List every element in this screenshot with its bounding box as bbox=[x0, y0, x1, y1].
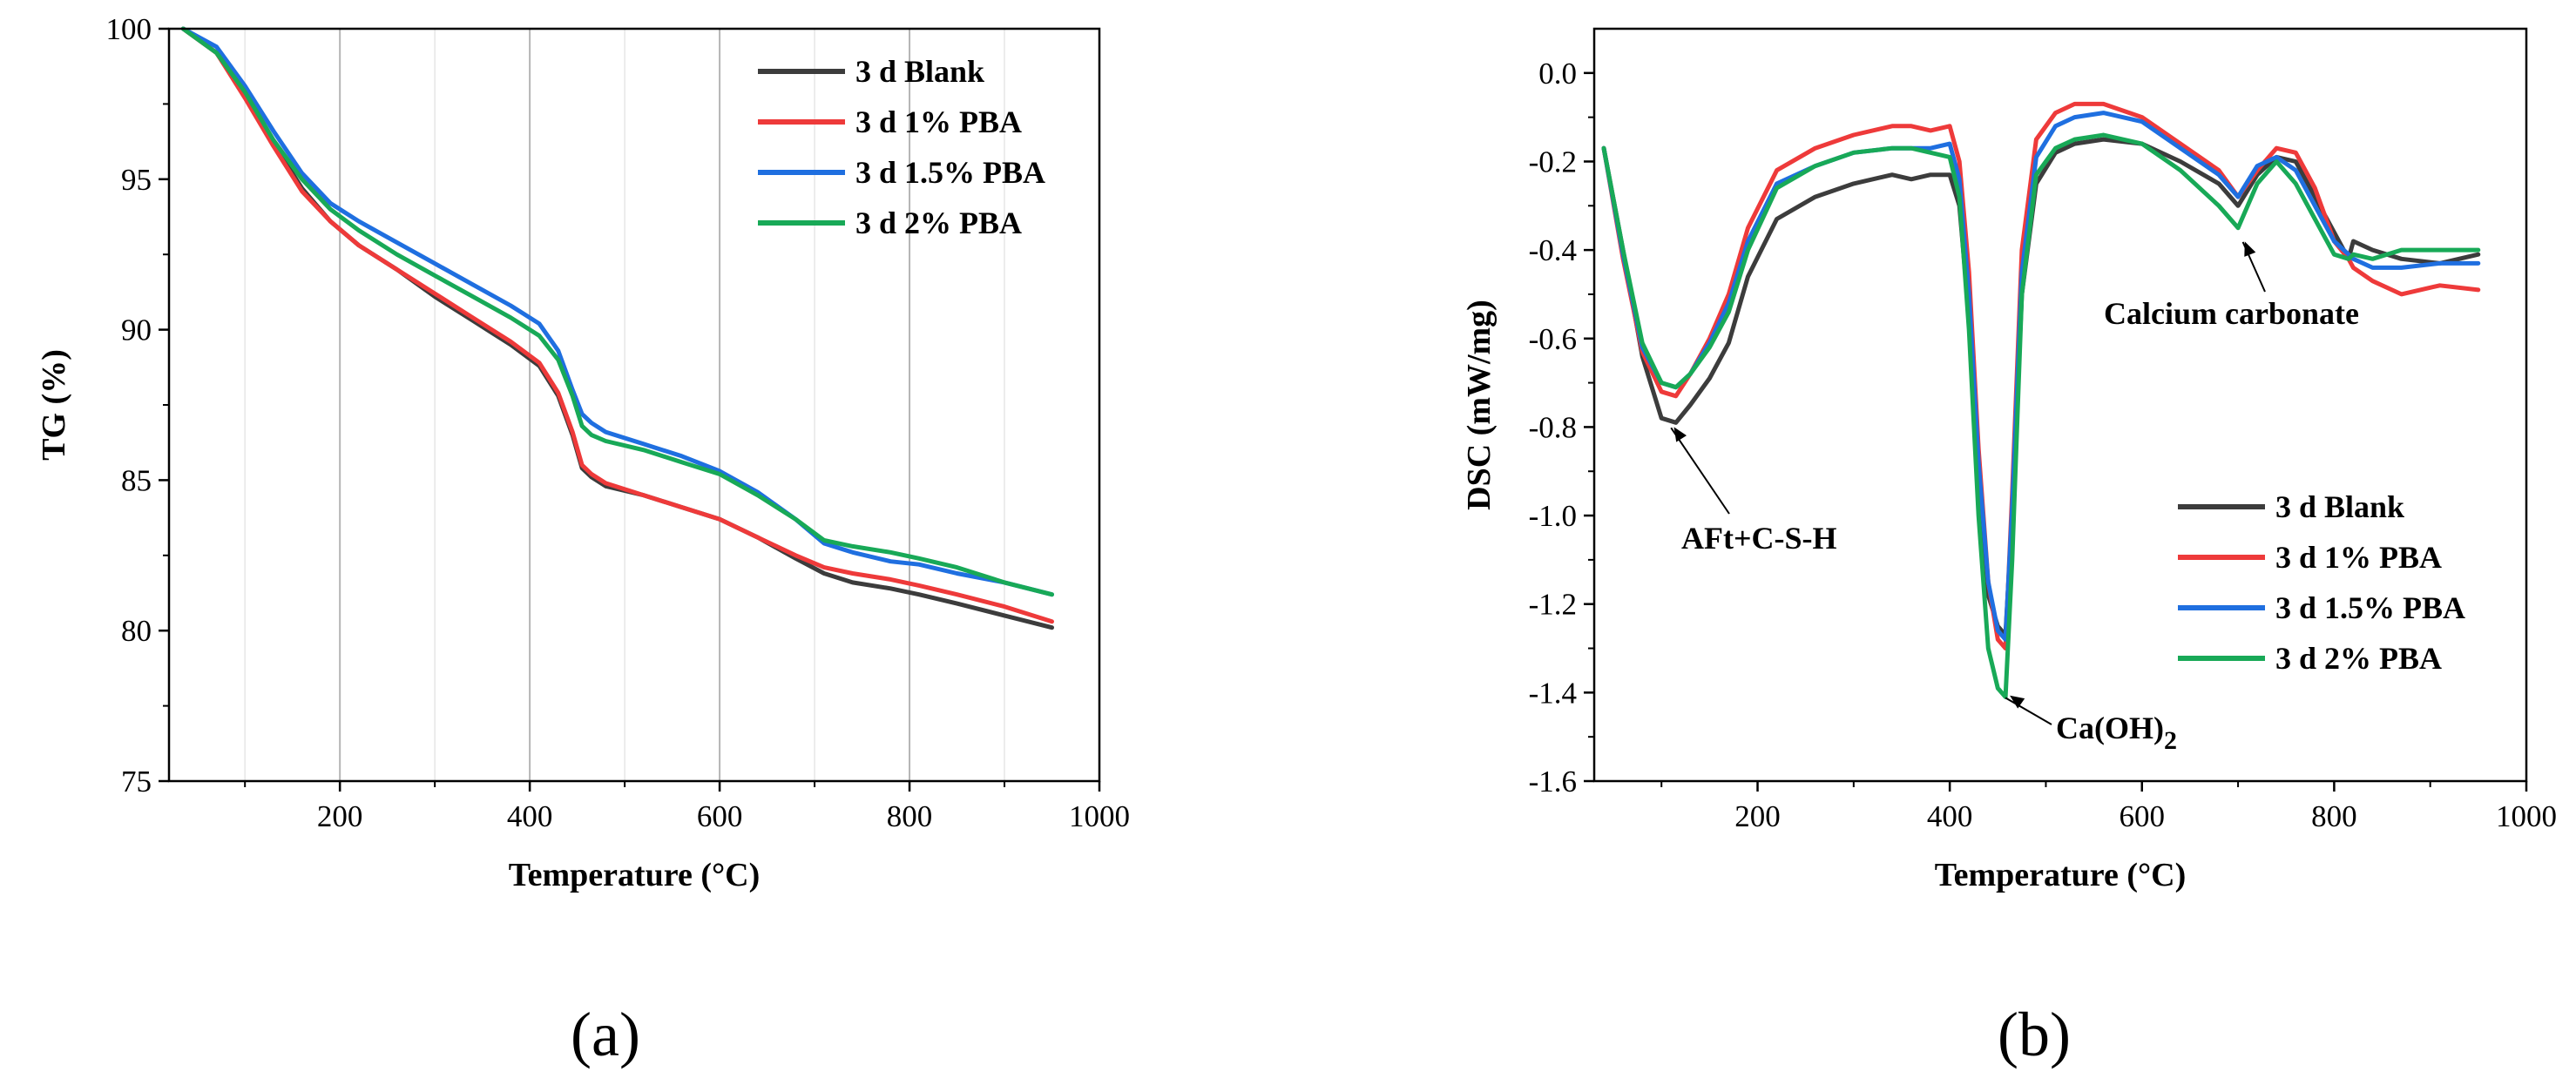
tg-y-tick-label: 85 bbox=[121, 463, 152, 497]
tg-series-line bbox=[180, 26, 1054, 624]
dsc-y-tick-label: -0.8 bbox=[1529, 410, 1577, 444]
panel-label-b: (b) bbox=[1998, 1000, 2071, 1069]
dsc-y-tick-label: -0.4 bbox=[1529, 233, 1577, 267]
tg-y-tick-label: 95 bbox=[121, 163, 152, 197]
tg-chart-y-axis-title: TG (%) bbox=[36, 349, 72, 461]
dsc-x-tick-label: 400 bbox=[1927, 799, 1973, 833]
dsc-y-tick-label: -1.0 bbox=[1529, 499, 1577, 533]
dsc-x-tick-label: 200 bbox=[1734, 799, 1781, 833]
dsc-series-line bbox=[1601, 111, 2481, 642]
annotation-arrow-line bbox=[2005, 697, 2052, 725]
dsc-y-tick-label: -1.2 bbox=[1529, 588, 1577, 622]
tg-chart-legend: 3 d Blank 3 d 1% PBA 3 d 1.5% PBA 3 d 2% PB… bbox=[758, 54, 1045, 240]
dsc-legend-label: 3 d Blank bbox=[2275, 489, 2404, 524]
tg-x-tick-label: 600 bbox=[697, 799, 743, 833]
dsc-chart-series-lines bbox=[1601, 101, 2481, 699]
dsc-legend-label: 3 d 1.5% PBA bbox=[2275, 590, 2465, 625]
dsc-chart-panel: 200 400 600 800 1000 -1.6 -1.4 -1.2 -1.0 -0.8 -0.6… bbox=[1461, 27, 2557, 1069]
dsc-chart-x-axis-title: Temperature (°C) bbox=[1935, 857, 2187, 893]
panel-label-a: (a) bbox=[571, 1000, 640, 1069]
dsc-legend-label: 3 d 1% PBA bbox=[2275, 540, 2442, 575]
annotation-arrow-line bbox=[1670, 427, 1730, 515]
annotation-arrow-head bbox=[2244, 241, 2256, 257]
dsc-x-tick-label: 600 bbox=[2120, 799, 2166, 833]
tg-x-tick-label: 1000 bbox=[1069, 799, 1130, 833]
annotation-arrow-head bbox=[2010, 695, 2025, 709]
tg-chart-gridlines bbox=[244, 29, 1005, 781]
tg-x-tick-label: 200 bbox=[317, 799, 363, 833]
tg-y-tick-label: 90 bbox=[121, 313, 152, 347]
tg-legend-label: 3 d 1.5% PBA bbox=[855, 155, 1045, 190]
tg-legend-label: 3 d 1% PBA bbox=[855, 104, 1022, 139]
tg-legend-label: 3 d Blank bbox=[855, 54, 984, 89]
dsc-chart-plot-frame bbox=[1592, 27, 2528, 783]
dsc-x-tick-label: 800 bbox=[2311, 799, 2357, 833]
dsc-y-tick-label: -0.6 bbox=[1529, 322, 1577, 356]
tg-legend-label: 3 d 2% PBA bbox=[855, 206, 1022, 240]
tg-y-tick-label: 75 bbox=[121, 765, 152, 799]
tg-chart-ticks: 200 400 600 800 1000 75 80 85 90 95 100 bbox=[106, 12, 1131, 833]
annotation-label: Calcium carbonate bbox=[2104, 296, 2359, 331]
annotation-label: AFt+C-S-H bbox=[1681, 521, 1837, 556]
annotation-subscript: 2 bbox=[2164, 726, 2177, 755]
dsc-x-tick-label: 1000 bbox=[2496, 799, 2557, 833]
dsc-y-tick-label: -1.4 bbox=[1529, 676, 1577, 710]
annotation-arrow-head bbox=[1673, 427, 1687, 442]
tg-chart-panel: 200 400 600 800 1000 75 80 85 90 95 100 Temperatur… bbox=[36, 12, 1130, 1069]
dsc-chart-ticks: 200 400 600 800 1000 -1.6 -1.4 -1.2 -1.0 -0.8 -0.6… bbox=[1529, 57, 2557, 833]
tg-y-tick-label: 80 bbox=[121, 614, 152, 648]
dsc-y-tick-label: 0.0 bbox=[1538, 57, 1577, 91]
dsc-series-line bbox=[1601, 132, 2481, 699]
tg-chart-series-lines bbox=[180, 26, 1054, 630]
dsc-y-tick-label: -1.6 bbox=[1529, 765, 1577, 799]
tg-chart-x-axis-title: Temperature (°C) bbox=[509, 857, 761, 893]
tg-series-line bbox=[180, 26, 1054, 597]
dsc-chart-legend: 3 d Blank 3 d 1% PBA 3 d 1.5% PBA 3 d 2% PB… bbox=[2178, 489, 2465, 676]
tg-series-line bbox=[180, 26, 1054, 597]
tg-x-tick-label: 800 bbox=[887, 799, 933, 833]
dsc-series-line bbox=[1601, 101, 2481, 650]
dsc-legend-label: 3 d 2% PBA bbox=[2275, 641, 2442, 676]
tg-y-tick-label: 100 bbox=[106, 12, 152, 46]
dsc-chart-y-axis-title: DSC (mW/mg) bbox=[1461, 300, 1498, 510]
dsc-y-tick-label: -0.2 bbox=[1529, 145, 1577, 179]
tg-x-tick-label: 400 bbox=[507, 799, 553, 833]
